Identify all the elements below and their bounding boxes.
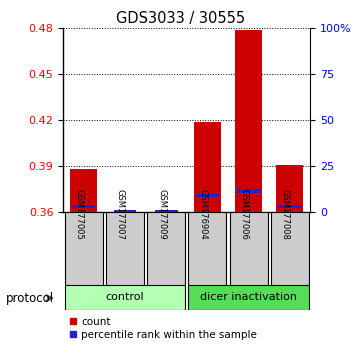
Text: GSM177006: GSM177006 (240, 189, 249, 240)
FancyBboxPatch shape (106, 212, 144, 285)
Bar (73, 205, 95, 209)
Bar (235, 30, 262, 212)
FancyBboxPatch shape (188, 285, 309, 310)
Bar (70, 170, 97, 212)
Bar (114, 210, 136, 214)
Text: GDS3033 / 30555: GDS3033 / 30555 (116, 11, 245, 25)
Bar (277, 165, 303, 212)
Text: dicer inactivation: dicer inactivation (200, 292, 297, 302)
Text: GSM177009: GSM177009 (157, 189, 166, 240)
FancyBboxPatch shape (65, 285, 185, 310)
Legend: count, percentile rank within the sample: count, percentile rank within the sample (68, 317, 257, 340)
Text: protocol: protocol (5, 292, 53, 304)
Bar (194, 122, 221, 212)
Text: GSM177005: GSM177005 (75, 189, 84, 240)
Bar (155, 210, 178, 214)
FancyBboxPatch shape (188, 212, 226, 285)
Bar (278, 205, 301, 209)
Text: GSM176904: GSM176904 (199, 189, 208, 240)
FancyBboxPatch shape (230, 212, 268, 285)
FancyBboxPatch shape (147, 212, 185, 285)
Text: control: control (106, 292, 144, 302)
Text: GSM177007: GSM177007 (116, 189, 125, 240)
Text: GSM177008: GSM177008 (281, 189, 290, 240)
FancyBboxPatch shape (271, 212, 309, 285)
FancyBboxPatch shape (65, 212, 103, 285)
Bar (237, 189, 260, 193)
Bar (196, 194, 219, 198)
